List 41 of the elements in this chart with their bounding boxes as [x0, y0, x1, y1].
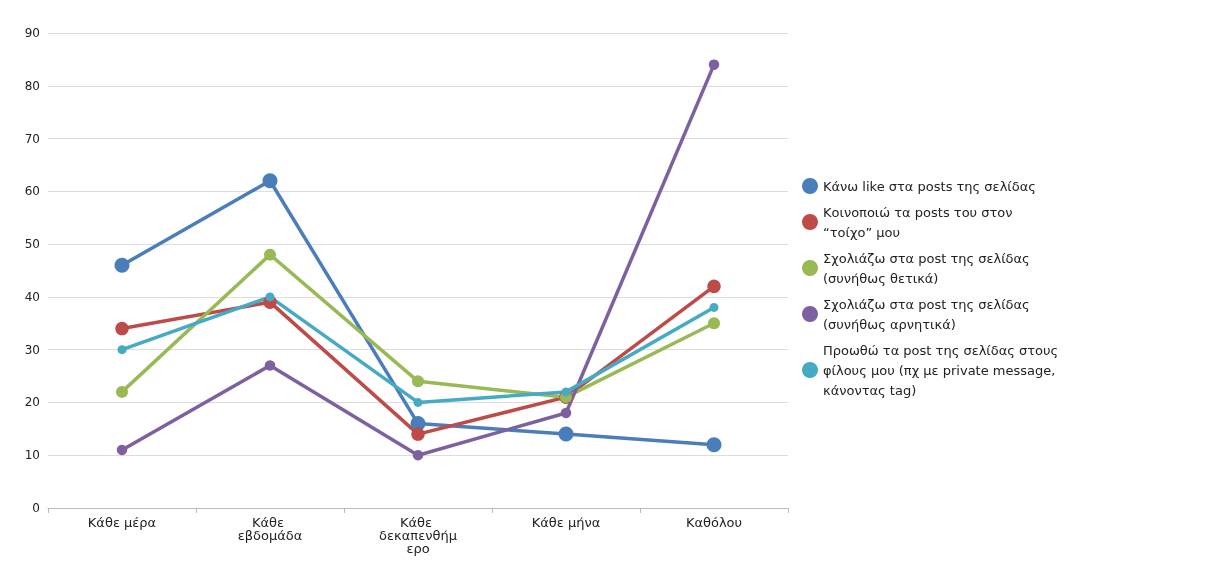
- y-tick-label: 70: [24, 131, 40, 146]
- x-tick-label: Κάθε εβδομάδα: [237, 515, 303, 543]
- x-tick-label: Κάθε μήνα: [531, 515, 601, 530]
- point: [114, 257, 130, 273]
- point: [115, 321, 129, 336]
- legend-label: Σχολιάζω στα post της σελίδας (συνήθως θετικά): [823, 250, 1034, 286]
- point: [560, 407, 572, 419]
- point: [709, 302, 719, 312]
- point: [264, 248, 276, 261]
- point: [412, 375, 424, 388]
- point: [561, 387, 571, 397]
- legend-label: Σχολιάζω στα post της σελίδας (συνήθως αρνητικά): [823, 296, 1034, 332]
- x-tick-label: Κάθε μέρα: [87, 515, 157, 530]
- point: [116, 385, 128, 398]
- y-tick-label: 20: [24, 395, 40, 410]
- point: [262, 173, 278, 189]
- y-tick-label: 50: [24, 237, 40, 252]
- y-tick-label: 60: [24, 184, 40, 199]
- point: [116, 444, 128, 456]
- point: [558, 426, 574, 442]
- x-tick-label: Κάθε δεκαπενθήμερο: [379, 515, 457, 556]
- point: [708, 59, 720, 70]
- y-tick-label: 10: [24, 448, 40, 463]
- point: [706, 437, 722, 453]
- y-tick-label: 90: [24, 26, 40, 40]
- legend-label: Κάνω like στα posts της σελίδας: [823, 178, 1036, 194]
- y-tick-label: 80: [24, 78, 40, 93]
- point: [412, 449, 424, 461]
- y-tick-label: 40: [24, 289, 40, 304]
- point: [265, 292, 275, 302]
- legend-label: Κοινοποιώ τα posts του στον “τοίχο” μου: [823, 204, 1017, 240]
- point: [411, 427, 425, 441]
- legend-label: Προωθώ τα post της σελίδας στους φίλους μου (πχ με private message, κάνοντας tag): [823, 342, 1063, 398]
- y-tick-label: 30: [24, 342, 40, 357]
- point: [708, 317, 720, 330]
- x-tick-label: Καθόλου: [685, 515, 743, 530]
- point: [117, 345, 127, 355]
- y-tick-label: 0: [32, 501, 40, 515]
- point: [707, 279, 721, 294]
- point: [264, 360, 276, 371]
- point: [413, 397, 423, 407]
